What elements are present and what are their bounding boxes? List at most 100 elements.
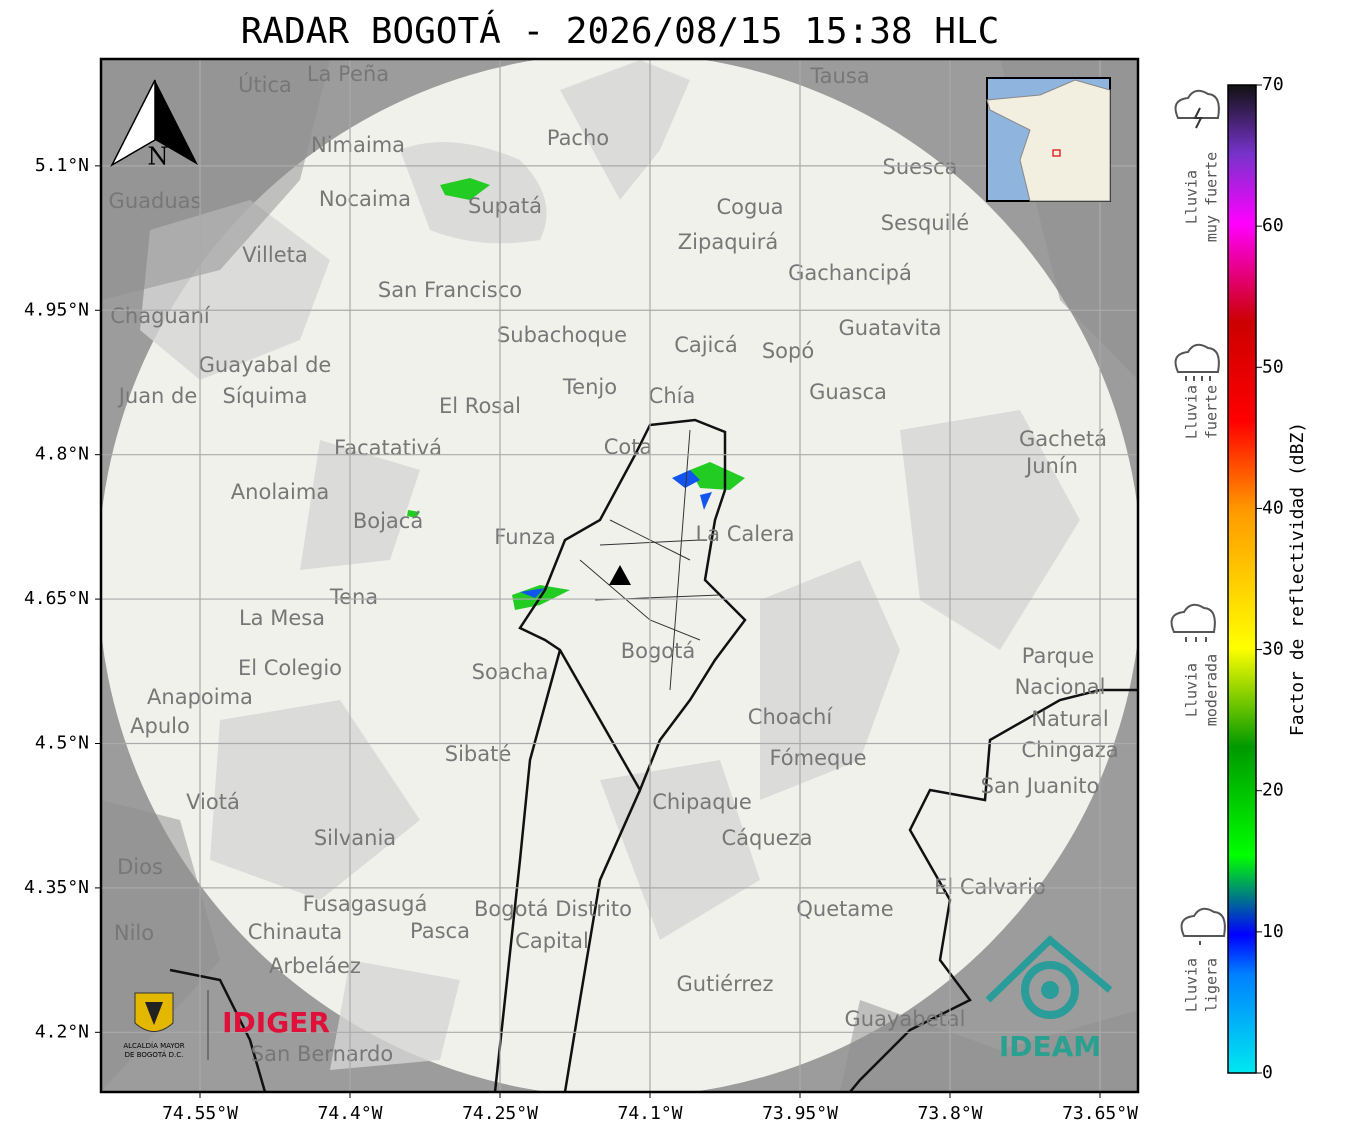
x-tick-label: 74.55°W (162, 1103, 238, 1124)
colorbar-tick-label: 40 (1262, 497, 1284, 518)
place-label: Cajicá (674, 333, 738, 357)
place-label: Silvania (314, 826, 396, 850)
place-label: Bogotá (621, 639, 696, 663)
place-label: Útica (238, 72, 292, 97)
place-label: Facatativá (334, 436, 442, 460)
place-label: El Rosal (439, 394, 521, 418)
colorbar-tick-label: 50 (1262, 356, 1284, 377)
place-label: Pasca (410, 919, 470, 943)
logo-alcaldia: ALCALDÍA MAYOR DE BOGOTÁ D.C. IDIGER (123, 990, 330, 1060)
place-label: Anolaima (231, 480, 329, 504)
place-label: San Bernardo (251, 1042, 393, 1066)
logo-ideam: IDEAM (985, 935, 1113, 1063)
place-label: Funza (494, 525, 555, 549)
place-label: Cáqueza (722, 826, 813, 850)
rain-level-label: moderada (1203, 654, 1221, 726)
y-tick-label: 4.5°N (35, 732, 89, 753)
north-label: N (148, 143, 169, 171)
place-label: Cogua (716, 195, 783, 219)
colorbar-tick-label: 70 (1262, 74, 1284, 95)
x-tick-label: 73.95°W (762, 1103, 838, 1124)
place-label: Guayabetal (845, 1007, 966, 1031)
x-tick-label: 74.25°W (462, 1103, 538, 1124)
place-label: La Peña (307, 62, 389, 86)
place-label: Fusagasugá (303, 892, 428, 916)
place-label: El Calvario (934, 875, 1046, 899)
x-tick-label: 73.65°W (1062, 1103, 1138, 1124)
x-tick-label: 73.8°W (917, 1103, 982, 1124)
place-label: Guayabal de (199, 353, 332, 377)
place-label: Guaduas (109, 189, 202, 213)
place-label: Suesca (883, 155, 958, 179)
place-label: Chipaque (652, 790, 752, 814)
place-label: Juan de (117, 384, 198, 408)
place-label: Villeta (242, 243, 307, 267)
place-label: Junín (1024, 454, 1078, 478)
x-tick-label: 74.4°W (317, 1103, 382, 1124)
place-label: Choachí (748, 705, 834, 729)
y-tick-label: 4.8°N (35, 444, 89, 465)
place-label: La Calera (695, 522, 794, 546)
place-label: La Mesa (239, 606, 325, 630)
colorbar-tick-label: 30 (1262, 639, 1284, 660)
place-label: Nacional (1015, 675, 1106, 699)
place-label: Natural (1031, 707, 1108, 731)
place-label: Nimaima (311, 133, 405, 157)
place-label: Sopó (762, 339, 814, 363)
alcaldia-line: ALCALDÍA MAYOR (123, 1041, 184, 1050)
place-label: Soacha (472, 660, 549, 684)
rain-level-label: ligera (1203, 958, 1221, 1012)
rain-level-label: muy fuerte (1203, 152, 1221, 242)
place-label: Chingaza (1021, 738, 1118, 762)
rain-level-label: Lluvia (1183, 663, 1201, 717)
place-label: San Juanito (981, 774, 1100, 798)
place-label: San Francisco (378, 278, 522, 302)
x-tick-label: 74.1°W (617, 1103, 682, 1124)
place-label: Tena (329, 585, 378, 609)
place-label: Zipaquirá (678, 230, 778, 254)
place-label: Sesquilé (881, 211, 969, 235)
place-label: Arbeláez (269, 954, 361, 978)
colorbar-tick-label: 60 (1262, 215, 1284, 236)
place-label: Chaguaní (110, 304, 211, 328)
colorbar (1227, 84, 1257, 1074)
y-tick-label: 4.65°N (24, 588, 89, 609)
idiger-logo: IDIGER (222, 1006, 330, 1039)
place-label: Subachoque (497, 323, 627, 347)
place-label: Dios (117, 855, 163, 879)
place-label: Parque (1022, 644, 1094, 668)
place-label: Apulo (130, 714, 190, 738)
colorbar-tick-label: 20 (1262, 780, 1284, 801)
place-label: Gachetá (1019, 427, 1107, 451)
rain-level-label: fuerte (1203, 385, 1221, 439)
colorbar-tick-label: 0 (1262, 1062, 1273, 1083)
place-label: El Colegio (238, 656, 342, 680)
place-label: Tenjo (562, 375, 617, 399)
place-label: Nocaima (319, 187, 411, 211)
place-label: Pacho (547, 126, 609, 150)
north-arrow: N (110, 79, 198, 171)
ideam-logo: IDEAM (999, 1030, 1101, 1063)
alcaldia-line: DE BOGOTÁ D.C. (125, 1050, 184, 1059)
place-label: Capital (515, 929, 589, 953)
place-label: Supatá (468, 194, 542, 218)
place-label: Gutiérrez (677, 972, 774, 996)
place-label: Nilo (114, 921, 154, 945)
place-label: Chía (649, 384, 696, 408)
place-label: Viotá (186, 790, 240, 814)
place-label: Quetame (796, 897, 893, 921)
rain-level-label: Lluvia (1183, 170, 1201, 224)
y-tick-label: 4.2°N (35, 1021, 89, 1042)
y-tick-label: 5.1°N (35, 155, 89, 176)
rain-level-label: Lluvia (1183, 385, 1201, 439)
place-label: Cota (604, 435, 653, 459)
map-frame (99, 57, 1140, 1094)
place-label: Fómeque (769, 746, 866, 770)
rain-icons (1170, 89, 1226, 945)
y-tick-label: 4.95°N (24, 299, 89, 320)
rain-level-label: Lluvia (1183, 958, 1201, 1012)
place-label: Bogotá Distrito (474, 897, 632, 921)
place-label: Guatavita (839, 316, 942, 340)
place-label: Sibaté (445, 742, 512, 766)
colorbar-tick-label: 10 (1262, 921, 1284, 942)
